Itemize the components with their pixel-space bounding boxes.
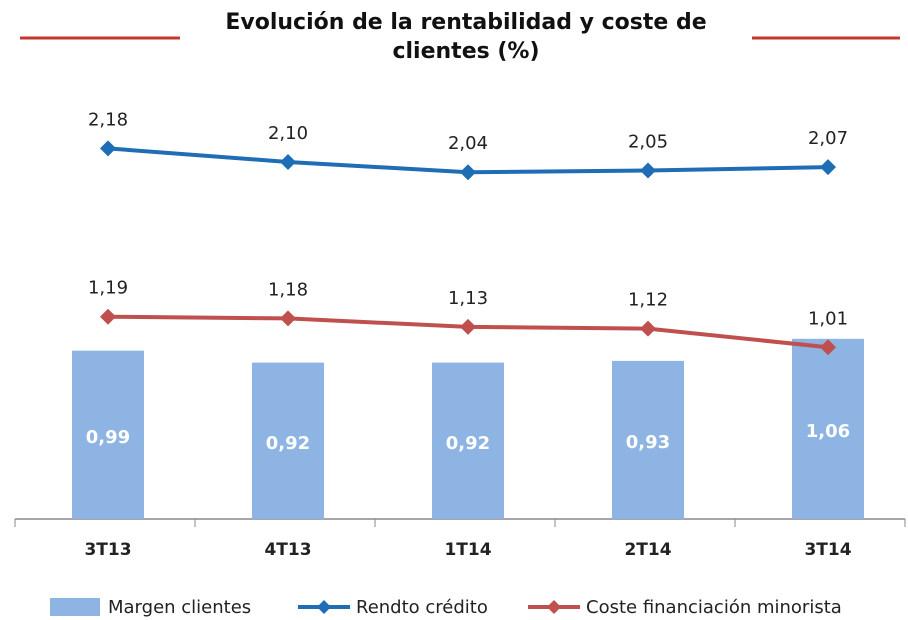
line-marker (100, 140, 116, 157)
data-label: 2,10 (268, 123, 308, 144)
data-label: 2,05 (628, 132, 668, 153)
data-label: 1,18 (268, 279, 308, 300)
bar-label: 0,93 (626, 432, 670, 453)
data-label: 1,01 (808, 308, 848, 329)
bar (72, 350, 144, 519)
bar (792, 338, 864, 519)
data-label: 2,18 (88, 109, 128, 130)
x-tick-label: 2T14 (624, 540, 671, 560)
bar (612, 360, 684, 519)
line-marker (460, 318, 476, 335)
line-marker (820, 339, 836, 356)
chart-title: Evolución de la rentabilidad y coste de … (225, 10, 707, 64)
bar-label: 1,06 (806, 421, 850, 442)
line-marker (460, 164, 476, 181)
line-marker (280, 154, 296, 170)
x-tick-label: 4T13 (264, 540, 311, 560)
bar-label: 0,92 (266, 433, 310, 454)
x-tick-label: 3T14 (804, 540, 851, 560)
legend-swatch (50, 598, 100, 616)
line-marker (280, 310, 296, 327)
data-label: 2,04 (448, 133, 488, 154)
bar (432, 362, 504, 519)
x-tick-label: 1T14 (444, 540, 491, 560)
legend-label: Rendto crédito (356, 597, 488, 618)
data-label: 1,13 (448, 288, 488, 309)
bar (252, 362, 324, 519)
line-marker (820, 159, 836, 176)
data-label: 1,12 (628, 290, 668, 311)
bar-label: 0,92 (446, 433, 490, 454)
legend-swatch (317, 600, 331, 614)
data-label: 1,19 (88, 278, 128, 299)
legend-label: Coste financiación minorista (586, 597, 842, 618)
legend-swatch (547, 600, 561, 614)
bar-label: 0,99 (86, 427, 130, 448)
x-tick-label: 3T13 (84, 540, 131, 560)
line-marker (100, 308, 116, 325)
line-marker (640, 162, 656, 179)
line-marker (640, 320, 656, 337)
data-label: 2,07 (808, 128, 848, 149)
legend-label: Margen clientes (108, 597, 251, 618)
